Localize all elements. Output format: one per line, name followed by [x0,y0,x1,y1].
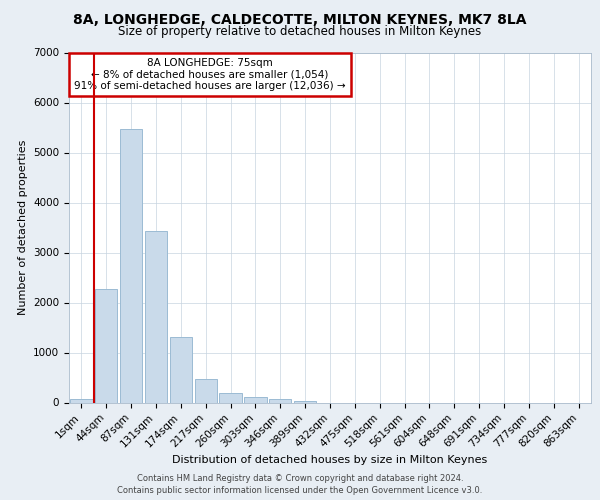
Text: 8A, LONGHEDGE, CALDECOTTE, MILTON KEYNES, MK7 8LA: 8A, LONGHEDGE, CALDECOTTE, MILTON KEYNES… [73,12,527,26]
Bar [145,231,167,402]
Y-axis label: Number of detached properties: Number of detached properties [17,140,28,315]
Text: Size of property relative to detached houses in Milton Keynes: Size of property relative to detached ho… [118,25,482,38]
Bar [120,128,142,402]
Text: 8A LONGHEDGE: 75sqm
← 8% of detached houses are smaller (1,054)
91% of semi-deta: 8A LONGHEDGE: 75sqm ← 8% of detached hou… [74,58,346,91]
Bar [269,399,292,402]
Bar [294,401,316,402]
Bar [194,379,217,402]
X-axis label: Distribution of detached houses by size in Milton Keynes: Distribution of detached houses by size … [172,454,488,464]
Bar [220,393,242,402]
Bar [95,288,118,403]
Bar [70,399,92,402]
Text: Contains HM Land Registry data © Crown copyright and database right 2024.
Contai: Contains HM Land Registry data © Crown c… [118,474,482,495]
Bar [170,337,192,402]
Bar [244,397,266,402]
